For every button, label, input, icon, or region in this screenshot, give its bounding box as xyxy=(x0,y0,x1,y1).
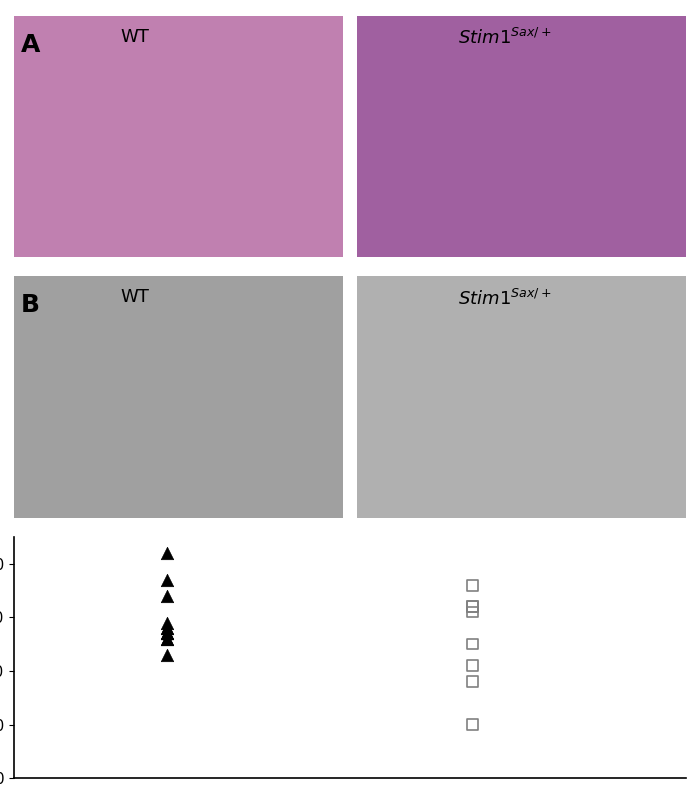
Text: $\it{Stim1}$$^{\it{Sax/+}}$: $\it{Stim1}$$^{\it{Sax/+}}$ xyxy=(458,288,552,309)
Point xyxy=(161,627,172,640)
Point xyxy=(161,622,172,634)
Point xyxy=(161,649,172,661)
Point xyxy=(161,627,172,640)
Point xyxy=(161,616,172,629)
Point xyxy=(161,546,172,559)
Point xyxy=(161,573,172,586)
Text: A: A xyxy=(21,33,40,56)
Bar xyxy=(14,276,343,518)
Point xyxy=(161,632,172,645)
Point xyxy=(467,718,478,730)
Point xyxy=(467,675,478,688)
Point xyxy=(467,606,478,619)
Bar xyxy=(357,16,686,257)
Bar xyxy=(14,16,343,257)
Point xyxy=(467,579,478,592)
Point xyxy=(467,600,478,613)
Point xyxy=(161,589,172,602)
Point xyxy=(161,632,172,645)
Text: B: B xyxy=(21,293,40,318)
Bar xyxy=(357,276,686,518)
Point xyxy=(161,627,172,640)
Point xyxy=(467,659,478,672)
Text: $\it{Stim1}$$^{\it{Sax/+}}$: $\it{Stim1}$$^{\it{Sax/+}}$ xyxy=(458,28,552,48)
Text: WT: WT xyxy=(120,288,149,306)
Point xyxy=(467,600,478,613)
Text: WT: WT xyxy=(120,28,149,46)
Point xyxy=(467,638,478,650)
Point xyxy=(161,622,172,634)
